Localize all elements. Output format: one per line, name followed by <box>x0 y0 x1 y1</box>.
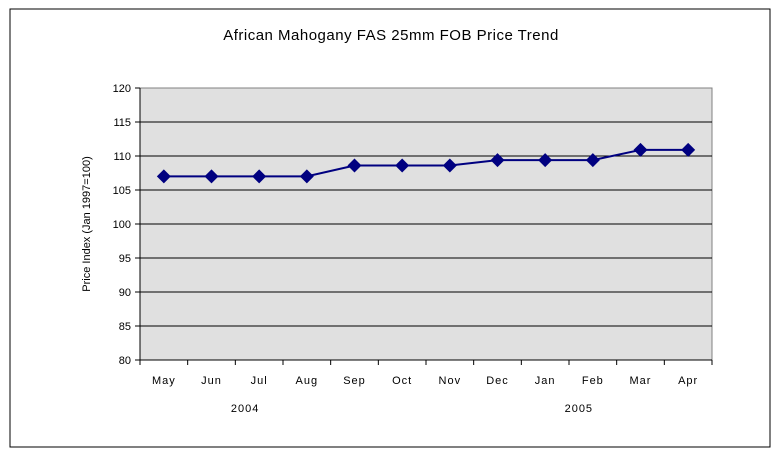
data-point-marker <box>585 153 600 168</box>
y-tick-label: 95 <box>119 253 131 265</box>
x-tick-label: Apr <box>678 375 698 387</box>
y-tick-label: 90 <box>119 287 131 299</box>
x-tick-label: Aug <box>296 375 319 387</box>
year-label: 2004 <box>231 403 259 415</box>
data-point-marker <box>347 158 362 173</box>
y-tick-label: 80 <box>119 355 131 367</box>
x-tick-label: Mar <box>630 375 652 387</box>
chart-title: African Mahogany FAS 25mm FOB Price Tren… <box>223 27 559 44</box>
data-point-marker <box>204 169 219 184</box>
x-tick-label: Jun <box>201 375 222 387</box>
x-tick-label: Dec <box>486 375 509 387</box>
y-tick-label: 105 <box>113 185 131 197</box>
data-point-marker <box>395 158 410 173</box>
x-tick-label: Sep <box>343 375 366 387</box>
x-tick-label: Jan <box>535 375 556 387</box>
year-label: 2005 <box>565 403 593 415</box>
y-tick-label: 120 <box>113 83 131 95</box>
data-point-marker <box>633 142 648 157</box>
data-point-marker <box>681 142 696 157</box>
data-point-marker <box>156 169 171 184</box>
series-line <box>163 148 689 178</box>
data-point-marker <box>490 153 505 168</box>
x-tick-label: Feb <box>582 375 604 387</box>
data-point-marker <box>299 169 314 184</box>
x-tick-label: Jul <box>251 375 268 387</box>
x-tick-label: May <box>152 375 176 387</box>
y-tick-label: 100 <box>113 219 131 231</box>
data-point-marker <box>442 158 457 173</box>
y-tick-label: 85 <box>119 321 131 333</box>
data-point-marker <box>538 153 553 168</box>
x-tick-label: Nov <box>439 375 462 387</box>
data-point-marker <box>252 169 267 184</box>
y-tick-label: 115 <box>113 117 131 129</box>
y-axis-label: Price Index (Jan 1997=100) <box>81 156 93 291</box>
y-tick-label: 110 <box>113 151 131 163</box>
x-tick-label: Oct <box>392 375 412 387</box>
